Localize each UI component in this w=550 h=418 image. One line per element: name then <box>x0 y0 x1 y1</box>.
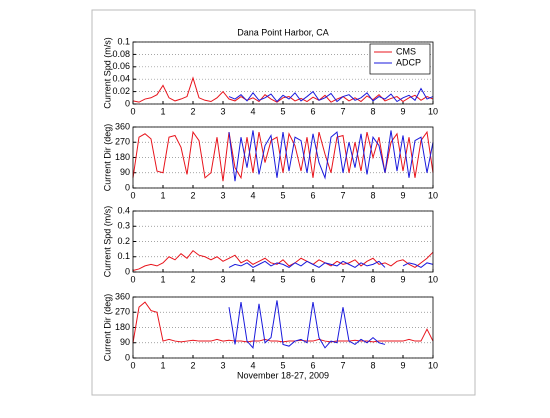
x-tick-label: 0 <box>130 274 135 284</box>
x-tick-label: 2 <box>190 190 195 200</box>
plot-frame <box>132 126 434 189</box>
y-tick-label: 360 <box>115 121 130 131</box>
series-line <box>228 300 386 349</box>
plot-frame <box>132 210 434 273</box>
x-tick-label: 1 <box>160 360 165 370</box>
x-tick-label: 9 <box>400 360 405 370</box>
plot-frame <box>132 41 434 105</box>
x-tick-label: 3 <box>220 274 225 284</box>
y-tick-label: 0.1 <box>117 36 130 46</box>
x-tick-label: 9 <box>400 106 405 116</box>
x-tick-label: 5 <box>280 274 285 284</box>
x-tick-label: 0 <box>130 360 135 370</box>
x-tick-label: 10 <box>428 106 438 116</box>
plot-frame <box>132 296 434 359</box>
series-line <box>132 301 434 343</box>
x-tick-label: 0 <box>130 190 135 200</box>
x-tick-label: 7 <box>340 360 345 370</box>
x-tick-label: 4 <box>250 360 255 370</box>
x-tick-label: 6 <box>310 360 315 370</box>
y-axis-label: Current Spd (m/s) <box>102 206 112 278</box>
y-tick-label: 0.4 <box>117 205 130 215</box>
x-tick-label: 6 <box>310 190 315 200</box>
x-tick-label: 8 <box>370 360 375 370</box>
x-tick-label: 3 <box>220 190 225 200</box>
y-axis-label: Current Spd (m/s) <box>102 37 112 109</box>
y-tick-label: 0.1 <box>117 251 130 261</box>
x-tick-label: 5 <box>280 190 285 200</box>
series-line <box>228 260 434 269</box>
y-tick-label: 0 <box>125 98 130 108</box>
y-tick-label: 90 <box>120 337 130 347</box>
x-tick-label: 8 <box>370 106 375 116</box>
x-tick-label: 5 <box>280 360 285 370</box>
x-tick-label: 7 <box>340 190 345 200</box>
x-tick-label: 7 <box>340 106 345 116</box>
x-tick-label: 3 <box>220 360 225 370</box>
x-tick-label: 9 <box>400 274 405 284</box>
x-tick-label: 6 <box>310 106 315 116</box>
series-line <box>228 130 434 182</box>
x-tick-label: 10 <box>428 360 438 370</box>
y-tick-label: 90 <box>120 167 130 177</box>
legend-label: CMS <box>396 46 416 56</box>
y-tick-label: 0 <box>125 182 130 192</box>
x-tick-label: 3 <box>220 106 225 116</box>
frame <box>91 9 476 396</box>
y-tick-label: 0.06 <box>112 61 130 71</box>
x-tick-label: 4 <box>250 190 255 200</box>
y-tick-label: 180 <box>115 152 130 162</box>
y-tick-label: 180 <box>115 322 130 332</box>
y-tick-label: 0 <box>125 352 130 362</box>
y-tick-label: 270 <box>115 307 130 317</box>
x-tick-label: 10 <box>428 190 438 200</box>
x-tick-label: 2 <box>190 360 195 370</box>
x-tick-label: 8 <box>370 190 375 200</box>
x-tick-label: 0 <box>130 106 135 116</box>
chart-title: Dana Point Harbor, CA <box>237 27 329 37</box>
legend-label: ADCP <box>396 57 421 67</box>
x-tick-label: 6 <box>310 274 315 284</box>
series-line <box>132 249 434 271</box>
y-tick-label: 0.2 <box>117 236 130 246</box>
x-tick-label: 1 <box>160 190 165 200</box>
y-tick-label: 0.08 <box>112 49 130 59</box>
y-tick-label: 0.3 <box>117 221 130 231</box>
series-line <box>132 76 434 103</box>
x-tick-label: 2 <box>190 274 195 284</box>
x-tick-label: 8 <box>370 274 375 284</box>
series-line <box>228 87 434 103</box>
x-tick-label: 1 <box>160 106 165 116</box>
y-tick-label: 0.04 <box>112 74 130 84</box>
x-tick-label: 4 <box>250 274 255 284</box>
x-tick-label: 10 <box>428 274 438 284</box>
x-tick-label: 9 <box>400 190 405 200</box>
x-tick-label: 7 <box>340 274 345 284</box>
x-tick-label: 1 <box>160 274 165 284</box>
y-tick-label: 0.02 <box>112 86 130 96</box>
legend-box <box>369 43 431 75</box>
x-tick-label: 2 <box>190 106 195 116</box>
x-axis-label: November 18-27, 2009 <box>237 370 329 380</box>
y-axis-label: Current Dir (deg) <box>102 124 112 192</box>
x-tick-label: 4 <box>250 106 255 116</box>
y-axis-label: Current Dir (deg) <box>102 294 112 362</box>
y-tick-label: 360 <box>115 291 130 301</box>
y-tick-label: 0 <box>125 266 130 276</box>
x-tick-label: 5 <box>280 106 285 116</box>
y-tick-label: 270 <box>115 137 130 147</box>
series-line <box>132 130 434 182</box>
